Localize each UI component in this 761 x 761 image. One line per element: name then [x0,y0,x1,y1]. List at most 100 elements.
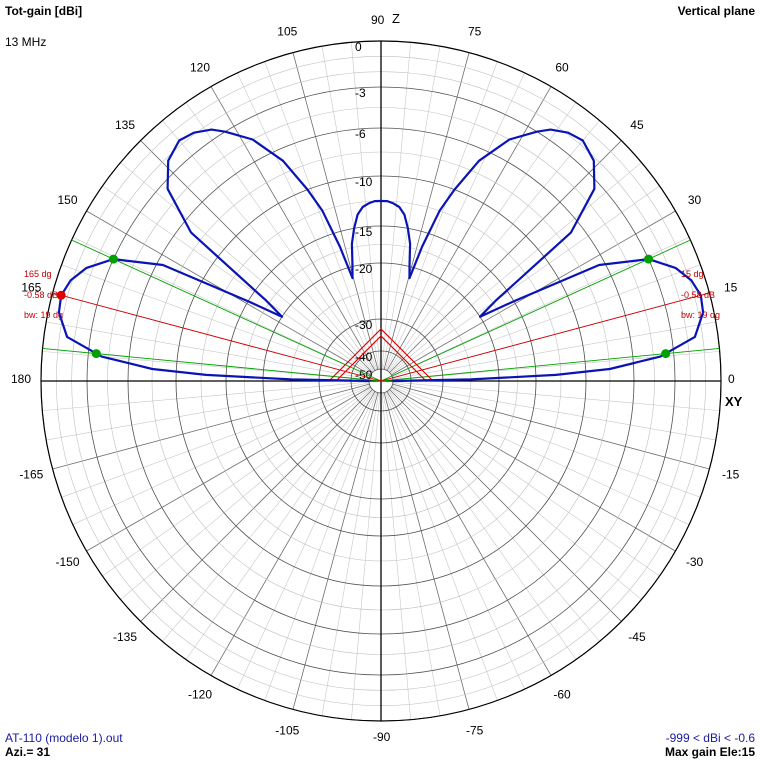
angle-label: 120 [190,60,210,74]
left-marker-bw: bw: 19 dg [24,310,63,320]
angle-label: 45 [630,118,644,132]
maxgain-line [52,292,382,382]
antenna-symbol [335,335,427,382]
angle-label: 0 [728,372,735,386]
grid-spoke [264,392,378,701]
grid-spoke [237,391,377,690]
radial-label: -6 [355,127,366,141]
grid-spoke [162,389,374,642]
grid-spoke [387,102,577,372]
angle-label: -105 [275,724,299,738]
grid-spoke [46,321,370,380]
antenna-symbol [328,328,434,382]
grid-spoke [388,120,600,373]
grid-spoke [86,386,371,552]
angle-label: 180 [11,372,31,386]
grid-spoke [389,140,622,373]
gain-range: -999 < dBi < -0.6 [665,731,755,745]
angle-label: -60 [553,688,571,702]
angle-label: -120 [188,688,212,702]
grid-spoke [386,391,552,676]
grid-spoke [384,61,498,370]
grid-spoke [210,86,376,371]
beam-markers [56,254,671,359]
axis-label-xy: XY [725,394,743,409]
radial-label: -30 [355,318,373,332]
grid-spoke [389,389,622,622]
gain-pattern [57,128,705,383]
radial-label: -15 [355,225,373,239]
angle-label: -45 [628,630,646,644]
angle-label: -135 [113,630,137,644]
grid-spoke [140,140,373,373]
grid-spoke [387,390,577,660]
grid-spoke [392,321,716,380]
azimuth-label: Azi.= 31 [5,745,51,759]
grid-spoke [52,383,370,470]
left-marker-gain: -0.58 dB [24,290,58,300]
grid-spoke [120,162,373,374]
chart-title: Tot-gain [dBi] [5,4,83,18]
grid-spoke [42,381,370,411]
radial-label: -20 [355,262,373,276]
grid-spoke [392,264,701,378]
radial-label: -3 [355,86,366,100]
grid-spoke [321,46,380,370]
right-marker-gain: -0.58 dB [681,290,715,300]
grid-spoke [381,392,411,720]
grid-spoke [383,392,470,710]
grid-spoke [351,392,381,720]
grid-spoke [390,387,660,577]
grid-spoke [162,120,374,373]
grid-spoke [292,52,379,370]
halfpower-marker [91,349,101,359]
grid-spoke [390,185,660,375]
grid-spoke [392,381,720,411]
grid-spoke [140,389,373,622]
axis-label-z: Z [392,11,400,26]
grid-spoke [102,387,372,577]
grid-spoke [386,86,552,371]
grid-spoke [392,383,710,470]
maxgain-marker [56,290,66,300]
grid-spoke [264,61,378,370]
angle-label: 150 [57,193,77,207]
grid-spoke [388,389,600,642]
grid-spoke [185,390,375,660]
grid-spoke [210,391,376,676]
angle-label: -75 [466,724,484,738]
grid-spoke [392,382,716,441]
right-marker-bw: bw: 19 dg [681,310,720,320]
grid-spoke [102,185,372,375]
grid-spoke [385,391,525,690]
angle-label: 135 [115,118,135,132]
halfpower-marker [661,349,671,359]
grid-spoke [46,382,370,441]
plane-label: Vertical plane [677,4,755,18]
grid-spoke [383,52,470,370]
angle-label: -165 [19,468,43,482]
grid-spoke [61,264,370,378]
halfpower-line [71,239,382,382]
maxgain-line [380,292,710,382]
angle-label: 60 [555,60,569,74]
grid-spoke [72,385,371,525]
grid-spoke [120,388,373,600]
angle-label: -150 [55,555,79,569]
halfpower-marker [644,254,654,264]
angle-label: 75 [468,24,482,38]
frequency-label: 13 MHz [5,35,47,49]
grid-spoke [389,162,642,374]
grid-spoke [382,46,441,370]
grid-spoke [385,72,525,371]
radial-labels: 0-3-6-10-15-20-30-40-50 [355,40,373,382]
grid-spoke [237,72,377,371]
grid-spoke [321,392,380,716]
file-name: AT-110 (modelo 1).out [5,731,123,745]
grid-spoke [391,386,676,552]
halfpower-marker [108,254,118,264]
angle-label: -90 [373,730,391,744]
angle-labels: 0153045607590105120135150165180-165-150-… [11,13,740,744]
angle-label: 105 [277,24,297,38]
